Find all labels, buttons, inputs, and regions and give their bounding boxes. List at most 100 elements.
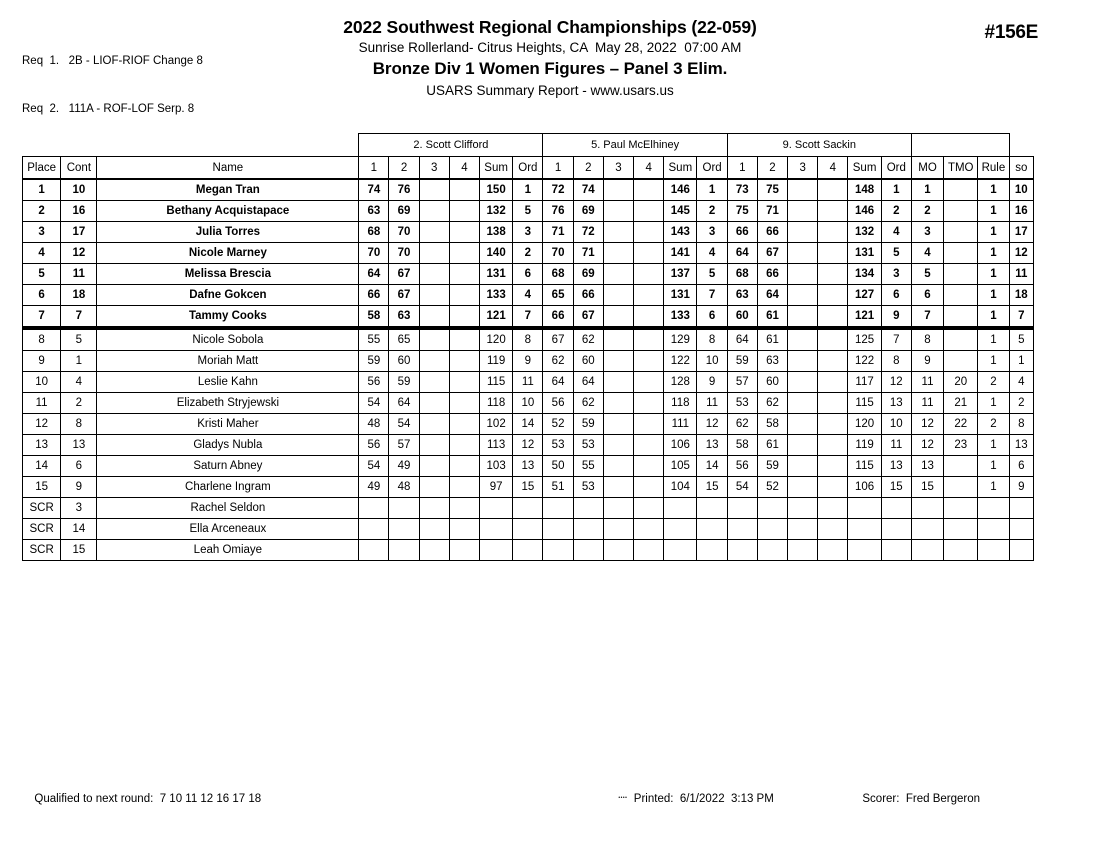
cell-cont: 15 (60, 539, 98, 561)
cell-j2-score4 (633, 242, 665, 264)
cell-j3-score1: 62 (726, 413, 758, 435)
cell-j3-score3 (787, 178, 819, 201)
cell-j3-score4 (817, 371, 849, 393)
cell-j1-score1: 54 (358, 455, 390, 477)
table-row: 15 9 Charlene Ingram 49 48 97 15 51 53 104 15 54 52 1… (21, 476, 1035, 498)
cell-j3-ord: 12 (880, 371, 912, 393)
cell-j1-score3 (418, 371, 450, 393)
cell-j2-ord (696, 518, 728, 540)
cell-j3-score3 (787, 242, 819, 264)
cell-j1-sum: 121 (479, 305, 514, 330)
cell-rule (977, 539, 1010, 561)
cell-j2-score3 (602, 497, 635, 519)
cell-j3-score3 (787, 305, 819, 330)
cell-j2-score2: 69 (572, 200, 604, 222)
cell-j1-ord (512, 518, 544, 540)
cell-j2-score2 (572, 497, 604, 519)
cell-j2-ord (696, 539, 728, 561)
cell-j1-ord: 15 (512, 476, 544, 498)
cell-j3-ord: 13 (880, 455, 912, 477)
cell-j1-score4 (448, 434, 481, 456)
cell-j2-score3 (602, 434, 635, 456)
printed-timestamp: Printed: 6/1/2022 3:13 PM (633, 793, 774, 805)
col-header-j1-s4: 4 (448, 156, 481, 180)
cell-j2-score2: 74 (572, 178, 604, 201)
cell-tmo (943, 497, 979, 519)
cell-j1-score2: 67 (388, 263, 420, 285)
cell-j2-score3 (602, 455, 635, 477)
cell-tmo (943, 350, 979, 372)
cell-j2-score4 (633, 497, 665, 519)
cell-name: Gladys Nubla (96, 434, 360, 456)
cell-j2-score3 (602, 413, 635, 435)
cell-j1-score1: 54 (358, 392, 390, 414)
cell-j2-score2: 53 (572, 476, 604, 498)
cell-j1-score1 (358, 539, 390, 561)
document-number: #156E (984, 22, 1039, 43)
cell-place: 15 (21, 476, 62, 498)
cell-j2-ord: 8 (696, 327, 728, 351)
cell-j3-score4 (817, 413, 849, 435)
cell-j1-score4 (448, 327, 481, 351)
cell-j2-score3 (602, 178, 635, 201)
cell-j1-score2 (388, 539, 420, 561)
cell-j3-score3 (787, 221, 819, 243)
cell-rule: 1 (977, 263, 1010, 285)
cell-rule (977, 497, 1010, 519)
cell-j3-sum: 115 (847, 392, 882, 414)
table-row: 14 6 Saturn Abney 54 49 103 13 50 55 105 14 56 59 115… (21, 455, 1035, 477)
cell-name: Julia Torres (96, 221, 360, 243)
scorer-footer: Scorer: Fred Bergeron (856, 781, 980, 805)
cell-so: 7 (1008, 305, 1035, 330)
cell-j2-sum: 105 (663, 455, 698, 477)
judge-label-1: 2. Scott Clifford (358, 133, 544, 157)
cell-j2-score2: 72 (572, 221, 604, 243)
cell-j3-sum: 148 (847, 178, 882, 201)
cell-j2-sum: 111 (663, 413, 698, 435)
print-mark-icon: •••• (618, 795, 628, 801)
cell-j2-ord: 10 (696, 350, 728, 372)
cell-mo: 11 (910, 371, 945, 393)
cell-j3-sum: 106 (847, 476, 882, 498)
results-sheet: 2. Scott Clifford 5. Paul McElhiney 9. S… (21, 133, 1035, 561)
cell-mo: 1 (910, 178, 945, 201)
cell-j1-sum: 133 (479, 284, 514, 306)
judge-banner-spacer (23, 134, 359, 157)
cell-j1-ord (512, 539, 544, 561)
col-header-cont: Cont (60, 156, 98, 180)
cell-j2-sum: 131 (663, 284, 698, 306)
scorer-name: Fred Bergeron (905, 793, 981, 805)
cell-j1-score4 (448, 305, 481, 330)
cell-j2-sum: 104 (663, 476, 698, 498)
cell-j2-ord: 15 (696, 476, 728, 498)
cell-j1-score2: 65 (388, 327, 420, 351)
cell-rule: 1 (977, 350, 1010, 372)
cell-cont: 4 (60, 371, 98, 393)
cell-cont: 6 (60, 455, 98, 477)
cell-j2-score1: 68 (542, 263, 574, 285)
cell-j2-score2: 64 (572, 371, 604, 393)
cell-j3-score2: 75 (756, 178, 789, 201)
cell-j1-score2 (388, 518, 420, 540)
cell-j3-score4 (817, 476, 849, 498)
cell-j3-score2 (756, 518, 789, 540)
cell-j3-score1: 54 (726, 476, 758, 498)
cell-so: 12 (1008, 242, 1035, 264)
cell-place: 13 (21, 434, 62, 456)
results-table: 2. Scott Clifford 5. Paul McElhiney 9. S… (21, 133, 1035, 561)
cell-j1-ord: 10 (512, 392, 544, 414)
cell-j2-score4 (633, 178, 665, 201)
cell-j1-sum: 115 (479, 371, 514, 393)
cell-j3-ord: 10 (880, 413, 912, 435)
cell-j3-score2 (756, 497, 789, 519)
cell-tmo (943, 263, 979, 285)
cell-j2-score2: 60 (572, 350, 604, 372)
cell-j1-score4 (448, 518, 481, 540)
col-header-j1-s3: 3 (418, 156, 450, 180)
cell-tmo: 20 (943, 371, 979, 393)
cell-j2-score3 (602, 371, 635, 393)
cell-tmo (943, 476, 979, 498)
cell-j1-score3 (418, 455, 450, 477)
cell-j1-score4 (448, 371, 481, 393)
cell-j3-score3 (787, 518, 819, 540)
